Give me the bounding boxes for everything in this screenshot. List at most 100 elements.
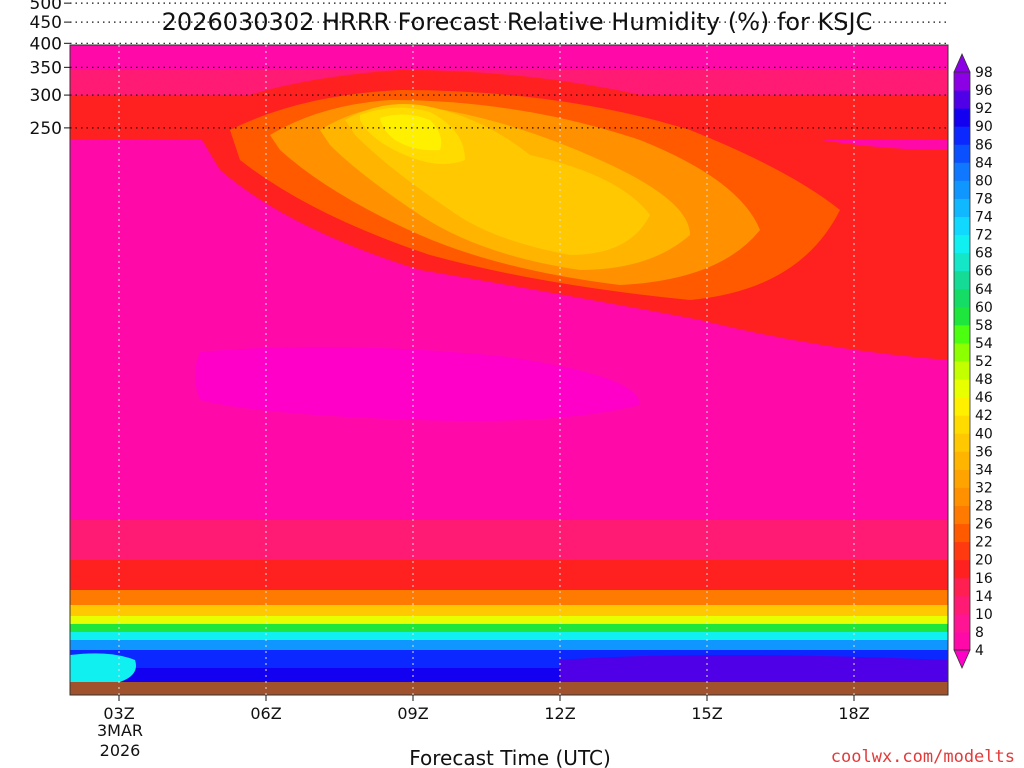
colorbar-swatch: [954, 180, 970, 199]
colorbar-swatch: [954, 613, 970, 633]
colorbar-swatch: [954, 234, 970, 254]
colorbar-frame: [953, 71, 971, 651]
colorbar-swatch: [954, 379, 970, 398]
ground-band: [69, 44, 949, 696]
x-tick-label: 12Z: [544, 704, 575, 723]
colorbar-label: 16: [975, 571, 993, 587]
colorbar-label: 52: [975, 354, 993, 370]
colorbar-label: 22: [975, 535, 993, 551]
colorbar-label: 74: [975, 210, 993, 226]
plot-frame: [69, 44, 949, 696]
rh-band: [70, 632, 948, 641]
rh-band: [70, 520, 948, 561]
colorbar-label: 98: [975, 65, 993, 81]
colorbar-label: 54: [975, 336, 993, 352]
colorbar-swatch: [954, 505, 970, 525]
colorbar-label: 96: [975, 83, 993, 99]
humidity-field: [70, 45, 948, 686]
colorbar-bottom-triangle: [953, 649, 971, 669]
x-tick-label: 18Z: [838, 704, 869, 723]
colorbar-swatch: [954, 342, 970, 362]
rh-band: [70, 624, 948, 633]
rh-lowlevel-saturated-pocket: [560, 655, 948, 685]
colorbar-label: 66: [975, 264, 993, 280]
colorbar-swatch: [954, 252, 970, 272]
x-tick-label: 06Z: [250, 704, 281, 723]
colorbar-label: 64: [975, 282, 993, 298]
colorbar-swatch: [954, 361, 970, 380]
colorbar-swatch: [954, 144, 970, 163]
colorbar-label: 86: [975, 137, 993, 153]
ground-rect: [70, 682, 948, 695]
colorbar-label: 46: [975, 390, 993, 406]
colorbar-swatch: [954, 216, 970, 236]
colorbar-label: 72: [975, 228, 993, 244]
rh-upper-plume-contour: [380, 114, 442, 151]
colorbar-label: 68: [975, 246, 993, 262]
x-tick-label: 15Z: [691, 704, 722, 723]
rh-lowlevel-moist-pocket: [70, 653, 136, 682]
colorbar-label: 92: [975, 101, 993, 117]
colorbar-label: 78: [975, 191, 993, 207]
colorbar-swatch: [954, 631, 970, 651]
colorbar-label: 90: [975, 119, 993, 135]
x-date-year: 2026: [100, 741, 141, 760]
colorbar-swatch: [954, 108, 970, 127]
colorbar-label: 84: [975, 155, 993, 171]
x-tick-label: 03Z: [103, 704, 134, 723]
colorbar-swatch: [954, 288, 970, 308]
colorbar-label: 34: [975, 462, 993, 478]
y-tick-label: 250: [30, 119, 62, 139]
colorbar: 4810141620222628323436404246485254586064…: [953, 53, 993, 669]
grid-lines: [70, 2, 948, 695]
rh-band: [70, 616, 948, 625]
colorbar-label: 32: [975, 480, 993, 496]
colorbar-swatch: [954, 451, 970, 470]
colorbar-label: 8: [975, 625, 984, 641]
credit-text: coolwx.com/modelts: [831, 747, 1015, 767]
y-tick-label: 350: [30, 58, 62, 78]
colorbar-swatch: [954, 397, 970, 416]
colorbar-label: 20: [975, 553, 993, 569]
rh-band: [70, 605, 948, 617]
colorbar-label: 80: [975, 173, 993, 189]
colorbar-swatch: [954, 162, 970, 181]
colorbar-swatch: [954, 433, 970, 452]
x-date-day: 3MAR: [97, 721, 143, 740]
colorbar-label: 28: [975, 499, 993, 515]
colorbar-label: 60: [975, 300, 993, 316]
colorbar-swatch: [954, 72, 970, 91]
y-tick-label: 500: [30, 0, 62, 14]
colorbar-swatch: [954, 90, 970, 109]
colorbar-label: 10: [975, 607, 993, 623]
colorbar-swatch: [954, 198, 970, 217]
colorbar-label: 4: [975, 643, 984, 659]
colorbar-label: 58: [975, 318, 993, 334]
y-tick-label: 400: [30, 34, 62, 54]
rh-band: [70, 45, 948, 71]
colorbar-swatch: [954, 469, 970, 488]
y-tick-label: 450: [30, 13, 62, 33]
colorbar-swatch: [954, 487, 970, 506]
colorbar-swatch: [954, 559, 970, 579]
y-tick-label: 300: [30, 86, 62, 106]
colorbar-label: 36: [975, 444, 993, 460]
colorbar-swatch: [954, 523, 970, 543]
colorbar-label: 26: [975, 517, 993, 533]
rh-mid-dry-region: [195, 346, 640, 421]
rh-band: [70, 640, 948, 651]
colorbar-swatch: [954, 415, 970, 434]
rh-band: [70, 590, 948, 606]
rh-band: [70, 560, 948, 591]
x-axis: 03Z 06Z 09Z 12Z 15Z 18Z: [103, 695, 870, 723]
colorbar-swatch: [954, 126, 970, 145]
colorbar-swatch: [954, 306, 970, 326]
colorbar-label: 40: [975, 426, 993, 442]
colorbar-top-triangle: [953, 53, 971, 73]
colorbar-label: 48: [975, 372, 993, 388]
colorbar-swatch: [954, 577, 970, 597]
colorbar-swatch: [954, 324, 970, 344]
colorbar-label: 14: [975, 589, 993, 605]
x-axis-label: Forecast Time (UTC): [409, 746, 611, 768]
